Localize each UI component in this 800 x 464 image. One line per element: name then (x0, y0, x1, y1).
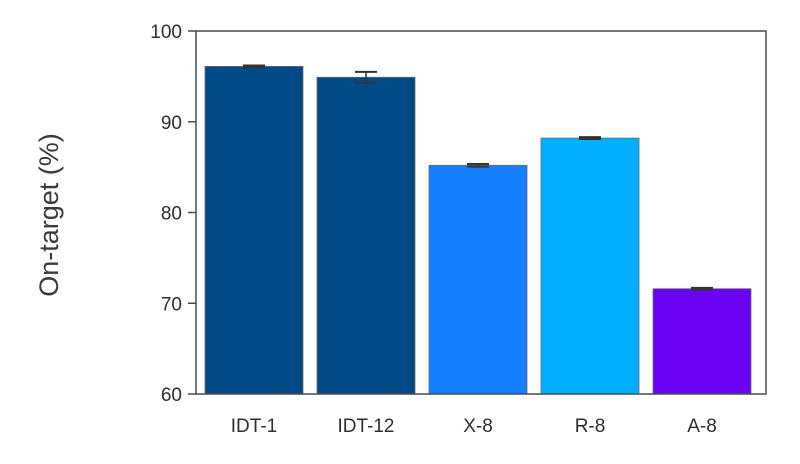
x-axis: IDT-1 IDT-12 X-8 R-8 A-8 (231, 416, 717, 437)
x-tick-label: A-8 (687, 416, 717, 437)
bar-idt-12 (316, 76, 416, 395)
y-tick-label: 70 (161, 294, 182, 315)
bar-r-8 (540, 137, 640, 395)
x-tick-label: IDT-1 (231, 416, 277, 437)
x-tick-label: R-8 (575, 416, 606, 437)
y-tick-label: 80 (161, 204, 182, 225)
y-axis-title: On-target (%) (34, 133, 64, 297)
error-bars-layer (243, 64, 713, 291)
y-axis: 60 70 80 90 100 (150, 22, 196, 406)
bar-x-8 (428, 164, 528, 395)
y-tick-label: 90 (161, 113, 182, 134)
bar-idt-1 (204, 65, 304, 395)
bars-layer (204, 65, 752, 395)
y-tick-label: 60 (161, 385, 182, 406)
y-tick-label: 100 (150, 22, 182, 43)
x-tick-label: IDT-12 (337, 416, 394, 437)
bar-a-8 (652, 288, 752, 395)
x-tick-label: X-8 (463, 416, 493, 437)
